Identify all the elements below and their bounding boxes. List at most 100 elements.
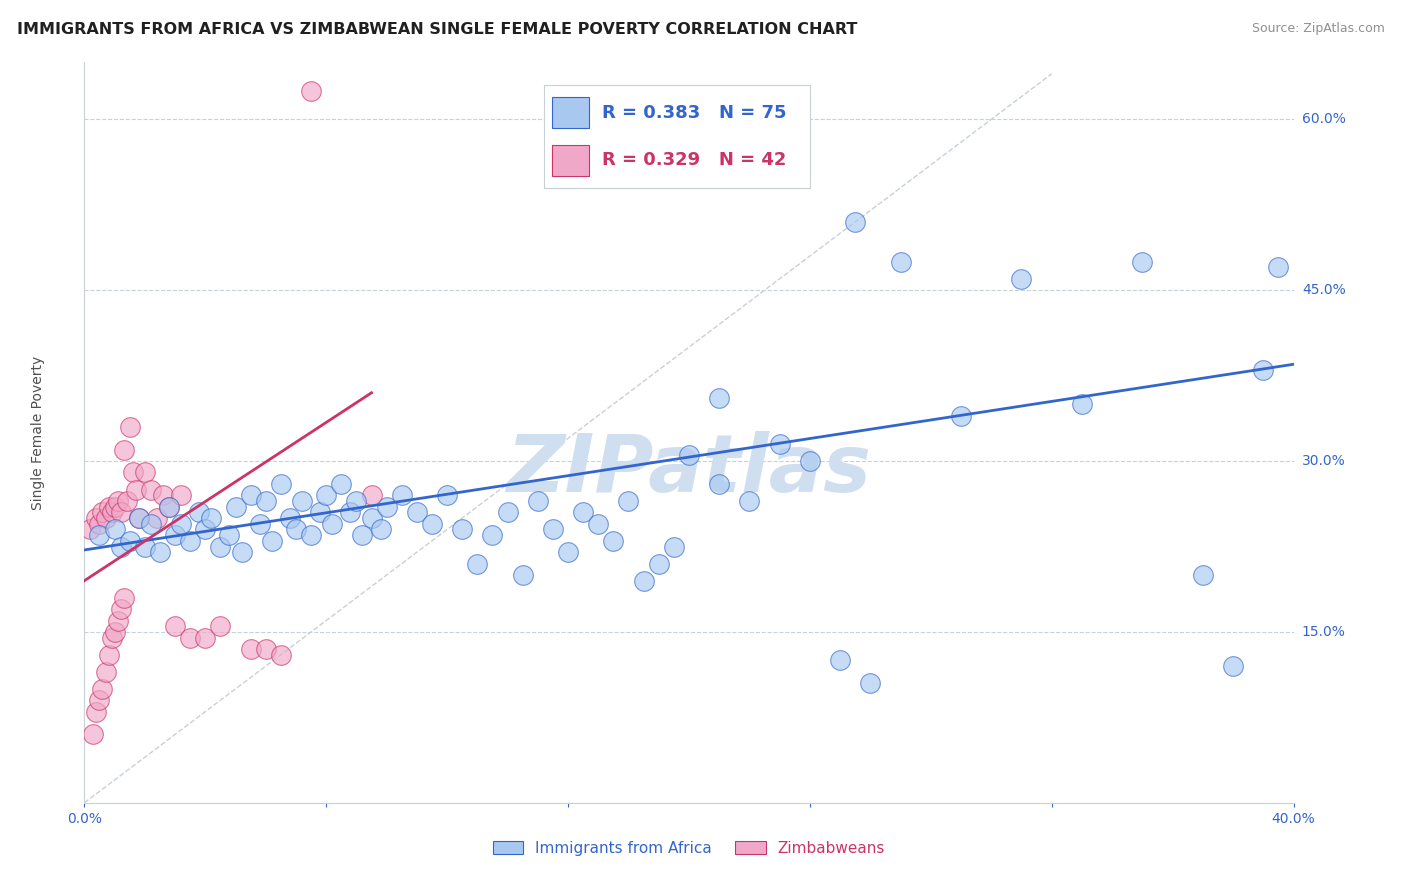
Point [321,516,343,531]
Point [270,476,292,491]
Point [139,516,162,531]
Point [188,505,211,519]
Text: 60.0%: 60.0% [1302,112,1346,127]
Point [165,528,187,542]
Point [179,533,201,548]
Point [1267,260,1289,275]
Point [859,676,882,690]
Text: IMMIGRANTS FROM AFRICA VS ZIMBABWEAN SINGLE FEMALE POVERTY CORRELATION CHART: IMMIGRANTS FROM AFRICA VS ZIMBABWEAN SIN… [17,22,858,37]
Point [97,500,120,514]
Point [291,494,314,508]
Point [89,528,111,542]
Point [170,516,193,531]
Point [588,516,610,531]
Point [200,511,222,525]
Point [1253,363,1275,377]
Point [617,494,640,508]
Point [260,533,283,548]
Point [830,653,852,667]
Text: Single Female Poverty: Single Female Poverty [31,356,45,509]
Point [285,523,308,537]
Point [309,505,332,519]
Point [97,648,120,662]
Point [1130,254,1153,268]
Text: 45.0%: 45.0% [1302,284,1346,297]
Point [370,523,392,537]
Point [82,727,104,741]
Point [254,642,277,657]
Point [112,442,135,457]
Point [239,488,262,502]
Point [299,528,322,542]
Point [225,500,247,514]
Point [648,557,671,571]
Point [709,392,731,406]
Point [299,84,322,98]
Point [91,505,114,519]
Point [1222,659,1244,673]
Point [104,500,127,514]
Point [157,500,180,514]
Point [91,681,114,696]
Point [121,466,143,480]
Point [194,523,217,537]
Point [134,466,156,480]
Point [89,516,111,531]
Point [512,568,534,582]
Point [662,540,685,554]
Legend: Immigrants from Africa, Zimbabweans: Immigrants from Africa, Zimbabweans [486,835,891,862]
Point [125,483,148,497]
Text: Source: ZipAtlas.com: Source: ZipAtlas.com [1251,22,1385,36]
Point [110,540,132,554]
Point [406,505,429,519]
Point [249,516,271,531]
Point [330,476,353,491]
Point [115,494,138,508]
Point [128,511,150,525]
Point [134,540,156,554]
Point [254,494,277,508]
Point [451,523,474,537]
Point [602,533,624,548]
Point [79,523,101,537]
Point [100,631,122,645]
Point [209,619,232,633]
Point [86,705,108,719]
Point [738,494,761,508]
Text: ZIPatlas: ZIPatlas [506,431,872,508]
Point [107,494,129,508]
Point [194,631,217,645]
Point [709,476,731,491]
Point [1011,272,1033,286]
Point [527,494,550,508]
Point [844,215,866,229]
Point [890,254,912,268]
Point [94,511,117,525]
Point [1192,568,1215,582]
Point [950,409,973,423]
Point [165,619,187,633]
Point [149,545,172,559]
Point [128,511,150,525]
Point [104,523,127,537]
Point [799,454,821,468]
Point [496,505,519,519]
Point [209,540,232,554]
Point [239,642,262,657]
Point [375,500,398,514]
Point [118,533,141,548]
Point [152,488,174,502]
Point [278,511,301,525]
Point [352,528,374,542]
Point [557,545,579,559]
Point [315,488,337,502]
Point [346,494,368,508]
Point [769,437,792,451]
Point [572,505,595,519]
Point [391,488,413,502]
Point [481,528,503,542]
Point [146,511,169,525]
Point [541,523,564,537]
Point [360,511,382,525]
Point [89,693,111,707]
